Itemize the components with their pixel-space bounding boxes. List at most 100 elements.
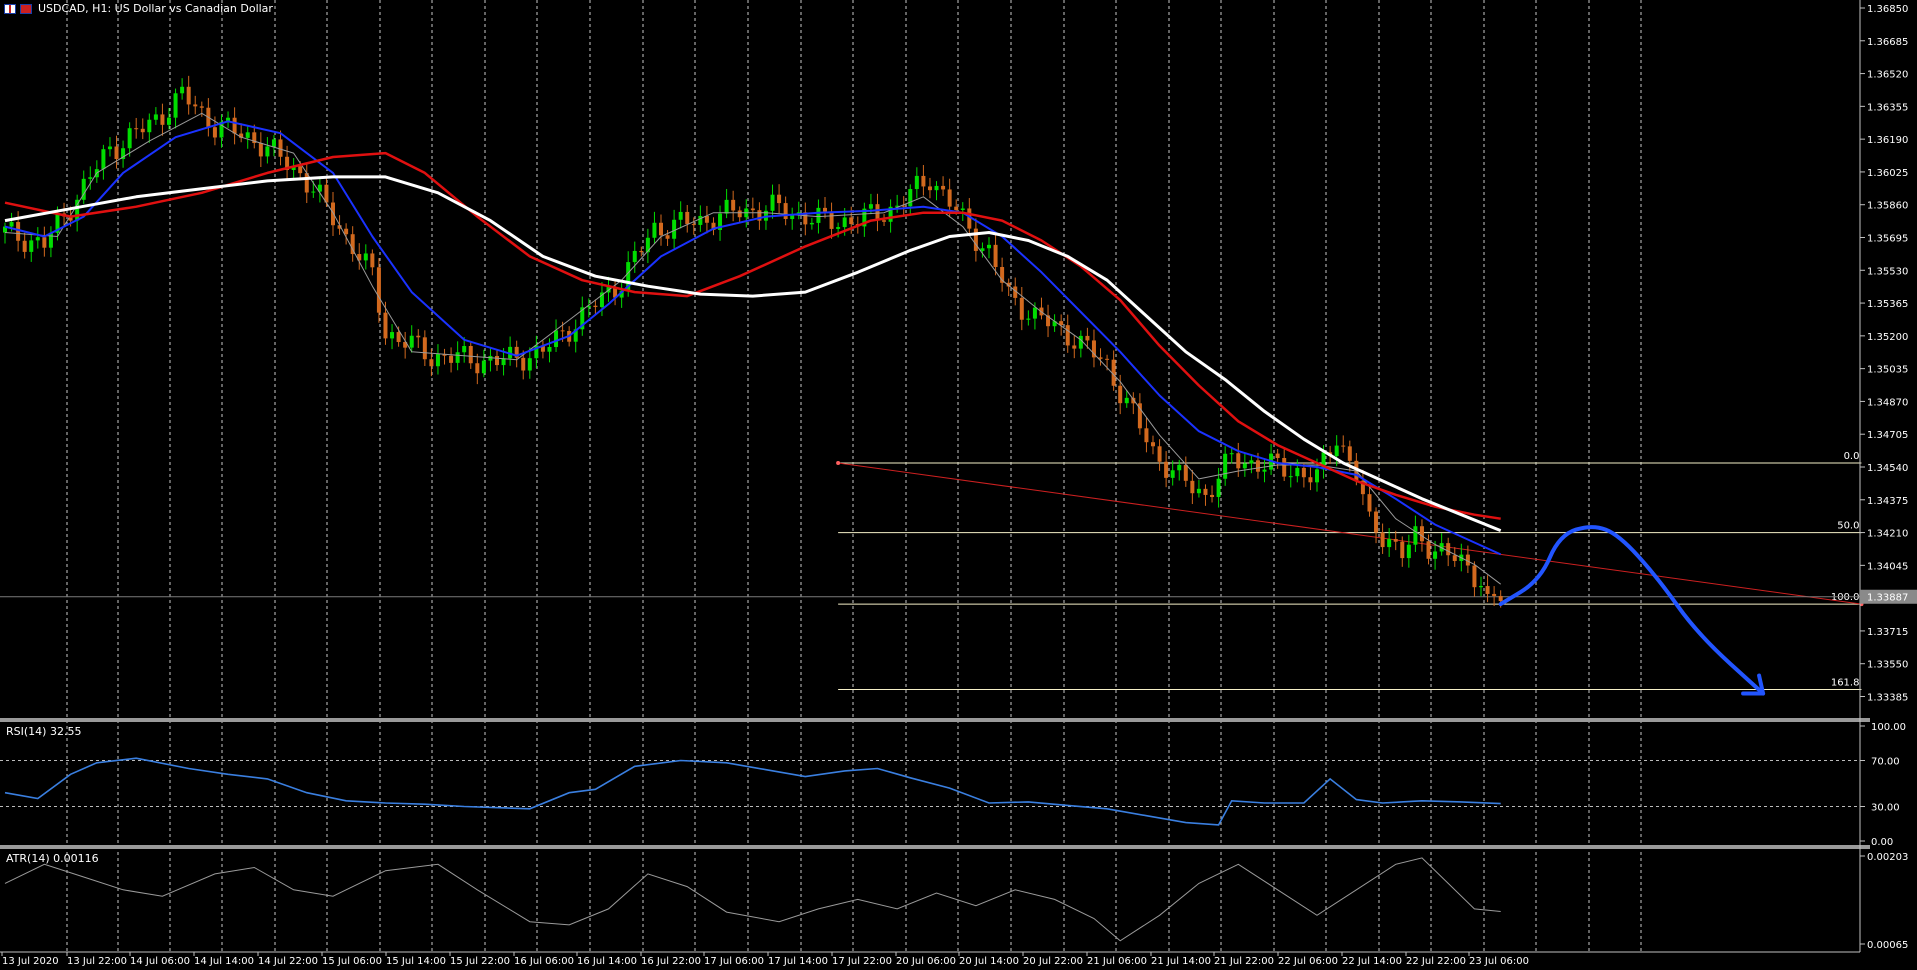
- candle-body: [147, 119, 152, 133]
- candle-body: [1072, 345, 1077, 349]
- candle: [678, 201, 683, 229]
- candle: [357, 243, 362, 270]
- symbol-flag-icon: [4, 4, 32, 14]
- candle: [783, 196, 788, 226]
- time-tick-label: 14 Jul 06:00: [130, 956, 190, 967]
- price-tick-label: 1.36520: [1867, 70, 1908, 81]
- candle-body: [167, 117, 171, 125]
- projection-drawing[interactable]: [1498, 525, 1766, 696]
- candle: [42, 226, 47, 257]
- price-tick-label: 1.36190: [1867, 135, 1908, 146]
- candle-body: [672, 219, 677, 239]
- candle-body: [698, 215, 703, 225]
- rsi-panel: [4, 757, 1501, 826]
- candle: [153, 107, 158, 125]
- candle: [1465, 545, 1470, 574]
- candle-body: [1177, 464, 1182, 471]
- candle: [422, 330, 427, 367]
- candle-body: [42, 237, 47, 248]
- candle-body: [895, 205, 900, 207]
- candle: [508, 336, 513, 366]
- price-tick-label: 1.35200: [1867, 332, 1908, 343]
- candle-body: [901, 205, 906, 207]
- price-tick-label: 1.33715: [1867, 627, 1908, 638]
- candle: [278, 130, 283, 166]
- candle: [134, 117, 139, 139]
- candle: [1078, 330, 1083, 358]
- candle-body: [265, 146, 270, 157]
- trend-line-anchor[interactable]: [836, 461, 841, 466]
- candle-body: [1183, 464, 1188, 481]
- candle-body: [1452, 555, 1457, 562]
- candle: [265, 137, 270, 164]
- candle: [1144, 417, 1149, 453]
- candle: [580, 296, 585, 336]
- candle: [934, 181, 939, 201]
- candle-body: [199, 106, 204, 108]
- candle: [888, 199, 893, 233]
- candle-body: [331, 202, 335, 226]
- candle: [1072, 335, 1077, 359]
- candle-body: [1485, 586, 1490, 594]
- candle-body: [783, 203, 788, 220]
- candle: [921, 164, 926, 196]
- candle-body: [993, 244, 998, 268]
- candle-body: [731, 199, 736, 211]
- candle-body: [987, 244, 991, 249]
- candle-body: [495, 355, 499, 366]
- candle-body: [403, 342, 408, 348]
- candle-body: [790, 214, 795, 220]
- candle-body: [1301, 467, 1306, 478]
- price-tick-label: 1.35365: [1867, 299, 1908, 310]
- candle: [1479, 576, 1483, 597]
- time-tick-label: 23 Jul 06:00: [1469, 956, 1529, 967]
- candle: [376, 258, 381, 323]
- candle: [927, 177, 932, 199]
- candle-body: [829, 211, 834, 229]
- trend-line[interactable]: [838, 462, 1862, 605]
- candle-body: [1288, 476, 1293, 478]
- candle: [331, 191, 335, 237]
- candle: [718, 205, 723, 241]
- candle-body: [9, 222, 14, 227]
- candle-body: [481, 360, 486, 374]
- candle-body: [22, 240, 27, 252]
- candle: [993, 234, 998, 276]
- candle: [1210, 485, 1215, 503]
- candle: [803, 202, 808, 236]
- candle: [3, 222, 7, 244]
- candle: [586, 298, 591, 318]
- candle-body: [652, 222, 657, 238]
- time-tick-label: 22 Jul 14:00: [1342, 956, 1402, 967]
- rsi-tick-label: 30.00: [1871, 803, 1900, 814]
- candle: [22, 232, 27, 259]
- candle: [573, 319, 578, 353]
- candle-body: [298, 166, 303, 174]
- candle-body: [3, 226, 7, 233]
- candle-body: [823, 207, 827, 212]
- candle-body: [1019, 297, 1024, 320]
- candle: [823, 196, 827, 219]
- projection-arrowhead[interactable]: [1741, 673, 1766, 696]
- candle: [1413, 515, 1418, 552]
- candle-body: [1249, 460, 1254, 464]
- candle-body: [68, 216, 73, 221]
- grid: [0, 0, 1870, 952]
- candle-body: [593, 305, 598, 308]
- candle-body: [816, 207, 821, 223]
- candle: [626, 251, 631, 297]
- candle: [435, 344, 440, 375]
- candle-body: [1308, 477, 1313, 483]
- candle: [1203, 484, 1208, 506]
- candle-body: [1426, 541, 1431, 559]
- projection-path[interactable]: [1498, 525, 1766, 696]
- candle-body: [724, 199, 729, 214]
- panel-separator-atr: [0, 845, 1870, 849]
- price-tick-label: 1.34210: [1867, 529, 1908, 540]
- candle-body: [704, 215, 709, 223]
- candle: [1170, 460, 1175, 486]
- candle-body: [967, 208, 972, 229]
- candle: [462, 337, 467, 363]
